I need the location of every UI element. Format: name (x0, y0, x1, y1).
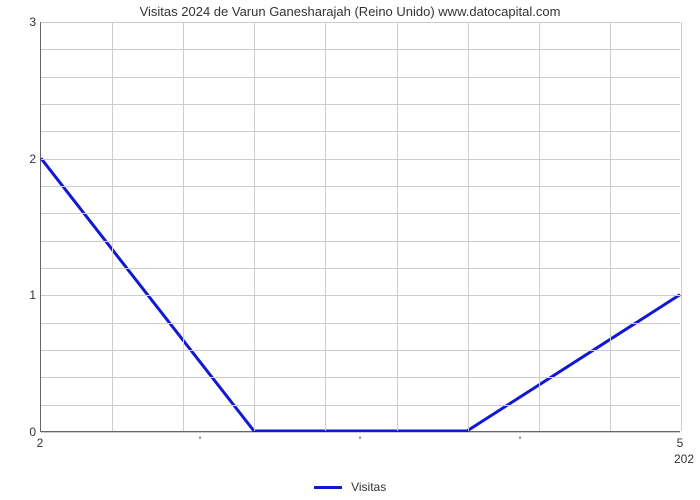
gridline-v (112, 22, 113, 431)
gridline-h (41, 77, 680, 78)
gridline-h (41, 241, 680, 242)
gridline-h (41, 377, 680, 378)
gridline-v (183, 22, 184, 431)
gridline-h (41, 49, 680, 50)
gridline-v (468, 22, 469, 431)
gridline-h (41, 186, 680, 187)
gridline-h (41, 405, 680, 406)
gridline-h (41, 104, 680, 105)
gridline-h (41, 268, 680, 269)
gridline-v (397, 22, 398, 431)
x-minor-mark: ' (199, 434, 201, 448)
x-minor-mark: ' (359, 434, 361, 448)
legend-label: Visitas (351, 480, 386, 494)
gridline-h (41, 213, 680, 214)
gridline-h (41, 295, 680, 296)
x-axis-caption: 202 (674, 452, 694, 466)
legend: Visitas (0, 479, 700, 494)
gridline-h (41, 22, 680, 23)
legend-swatch (314, 486, 342, 489)
plot-area (40, 22, 680, 432)
y-tick-label: 3 (22, 15, 36, 29)
gridline-v (325, 22, 326, 431)
gridline-v (539, 22, 540, 431)
chart-container: Visitas 2024 de Varun Ganesharajah (Rein… (0, 0, 700, 500)
gridline-h (41, 350, 680, 351)
gridline-v (610, 22, 611, 431)
y-tick-label: 1 (22, 288, 36, 302)
chart-title: Visitas 2024 de Varun Ganesharajah (Rein… (0, 4, 700, 19)
y-tick-label: 0 (22, 425, 36, 439)
gridline-h (41, 159, 680, 160)
gridline-v (254, 22, 255, 431)
y-tick-label: 2 (22, 152, 36, 166)
x-minor-mark: ' (519, 434, 521, 448)
gridline-v (681, 22, 682, 431)
x-tick-label: 5 (677, 436, 684, 450)
x-tick-label: 2 (37, 436, 44, 450)
gridline-h (41, 131, 680, 132)
line-series (41, 22, 680, 431)
gridline-h (41, 323, 680, 324)
gridline-h (41, 432, 680, 433)
